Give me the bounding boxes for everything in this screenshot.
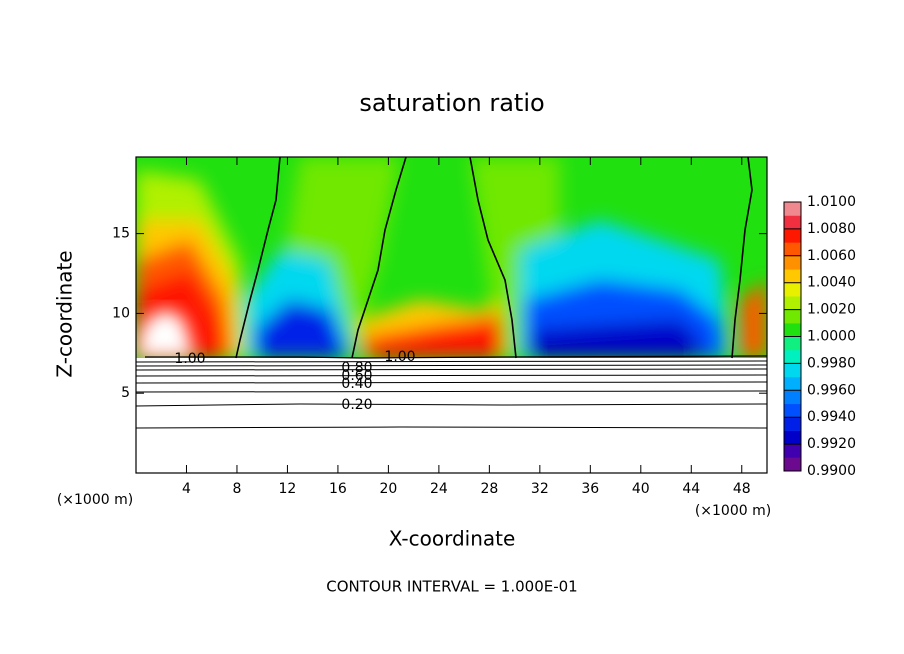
y-axis-label: Z-coordinate xyxy=(53,250,77,377)
colorbar-band xyxy=(784,309,801,324)
colorbar-label: 1.0040 xyxy=(807,275,856,291)
colorbar-band xyxy=(784,349,801,364)
y-tick-label: 10 xyxy=(112,305,130,321)
colorbar-band xyxy=(784,296,801,310)
x-tick-label: 40 xyxy=(632,481,650,497)
x-tick-label: 32 xyxy=(531,481,549,497)
x-tick-label: 8 xyxy=(232,481,241,497)
contour-label: 1.00 xyxy=(384,349,415,365)
colorbar-band xyxy=(784,202,801,216)
colorbar-band xyxy=(784,376,801,391)
colorbar-band xyxy=(784,403,801,418)
field xyxy=(136,157,767,358)
y-tick-label: 5 xyxy=(121,385,130,401)
x-tick-label: 44 xyxy=(682,481,700,497)
colorbar-label: 1.0100 xyxy=(807,194,856,210)
x-tick-label: 20 xyxy=(379,481,397,497)
colorbar-band xyxy=(784,457,801,472)
colorbar-label: 1.0020 xyxy=(807,302,856,318)
colorbar-band xyxy=(784,215,801,230)
colorbar-band xyxy=(784,323,801,337)
contour-label: 0.20 xyxy=(341,397,372,413)
footer: CONTOUR INTERVAL = 1.000E-01 xyxy=(326,578,577,596)
x-tick-label: 48 xyxy=(733,481,751,497)
x-tick-label: 12 xyxy=(279,481,297,497)
colorbar-label: 1.0080 xyxy=(807,221,856,237)
colorbar-label: 0.9900 xyxy=(807,463,856,479)
x-tick-label: 16 xyxy=(329,481,347,497)
contour-label: 1.00 xyxy=(174,351,205,367)
chart-title: saturation ratio xyxy=(359,89,544,117)
colorbar-band xyxy=(784,282,801,297)
colorbar-band xyxy=(784,390,801,405)
colorbar-label: 0.9940 xyxy=(807,409,856,425)
x-tick-label: 4 xyxy=(182,481,191,497)
colorbar-band xyxy=(784,255,801,270)
colorbar-band xyxy=(784,242,801,257)
plot-frame xyxy=(135,156,768,474)
x-tick-label: 24 xyxy=(430,481,448,497)
contour-lines xyxy=(135,156,768,429)
colorbar-label: 1.0060 xyxy=(807,248,856,264)
colorbar-band xyxy=(784,228,801,243)
colorbar-band xyxy=(784,336,801,351)
contour-label: 0.60 xyxy=(341,368,372,384)
colorbar-label: 0.9920 xyxy=(807,436,856,452)
colorbar-band xyxy=(784,269,801,283)
colorbar-band xyxy=(784,430,801,445)
colorbar-label: 1.0000 xyxy=(807,329,856,345)
x-axis-label: X-coordinate xyxy=(389,527,516,551)
x-tick-label: 36 xyxy=(581,481,599,497)
x-unit-label: (×1000 m) xyxy=(695,503,771,519)
colorbar-band xyxy=(784,363,801,378)
contour-label: 0.40 xyxy=(341,376,372,392)
contour-label: 0.80 xyxy=(341,360,372,376)
colorbar-band xyxy=(784,417,801,431)
x-unit-label: (×1000 m) xyxy=(57,492,133,508)
x-tick-label: 28 xyxy=(480,481,498,497)
y-tick-label: 15 xyxy=(112,226,130,242)
colorbar-label: 0.9960 xyxy=(807,382,856,398)
colorbar-band xyxy=(784,444,801,458)
colorbar-label: 0.9980 xyxy=(807,355,856,371)
